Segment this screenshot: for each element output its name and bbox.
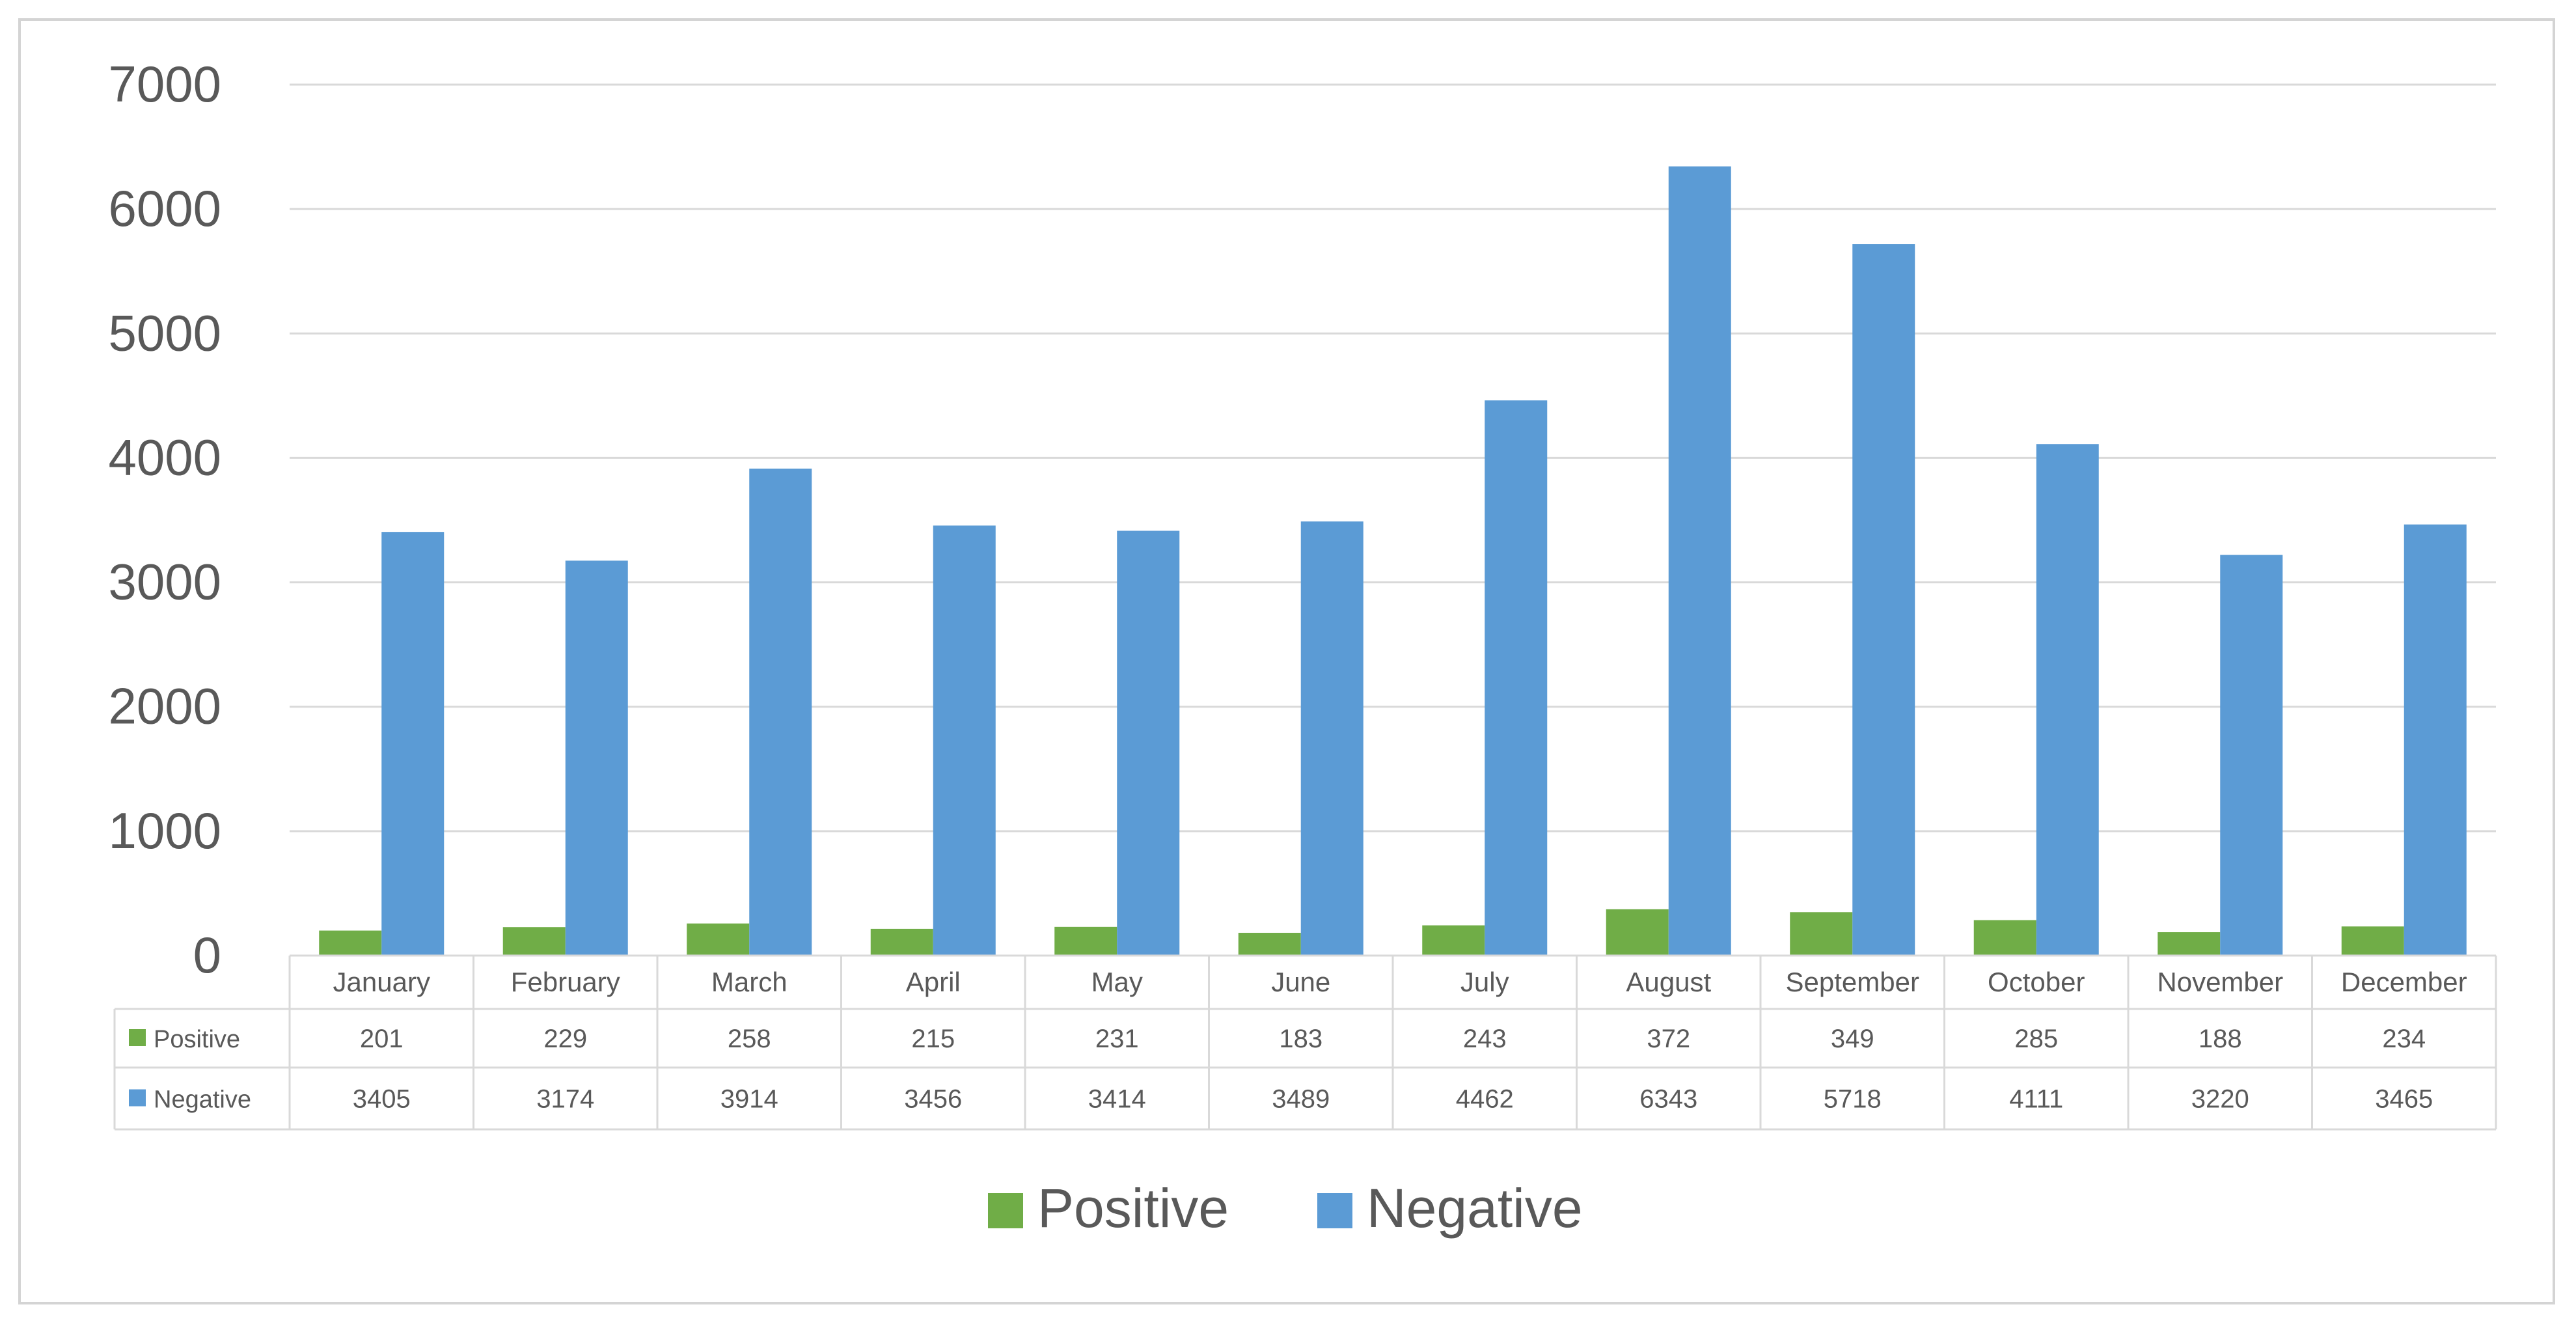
legend: Positive Negative: [988, 1178, 1583, 1239]
data-label: 3174: [536, 1085, 594, 1114]
data-label: 3414: [1088, 1085, 1146, 1114]
data-label: 349: [1831, 1025, 1874, 1053]
data-label: 229: [543, 1025, 587, 1053]
bar-negative-december: [2404, 524, 2467, 956]
y-tick-label: 7000: [108, 55, 221, 113]
x-tick-label: March: [711, 967, 788, 997]
data-label: 3914: [720, 1085, 778, 1114]
data-label: 3456: [904, 1085, 962, 1114]
y-tick-label: 3000: [108, 553, 221, 611]
data-label: 372: [1647, 1025, 1690, 1053]
x-tick-label: December: [2341, 967, 2467, 997]
data-label: 3220: [2191, 1085, 2249, 1114]
x-tick-label: August: [1626, 967, 1711, 997]
x-tick-label: January: [333, 967, 430, 997]
data-label: 243: [1463, 1025, 1507, 1053]
y-tick-label: 5000: [108, 304, 221, 361]
y-tick-label: 0: [193, 926, 221, 984]
bar-positive-december: [2341, 926, 2404, 956]
bar-negative-july: [1485, 400, 1548, 956]
data-label: 188: [2199, 1025, 2242, 1053]
bar-positive-september: [1790, 912, 1853, 956]
bar-negative-september: [1852, 244, 1915, 956]
x-tick-label: November: [2157, 967, 2283, 997]
bar-negative-march: [749, 468, 812, 956]
bar-negative-may: [1117, 531, 1180, 956]
x-tick-label: April: [906, 967, 961, 997]
data-label: 4462: [1456, 1085, 1514, 1114]
x-tick-label: October: [1988, 967, 2085, 997]
bar-negative-august: [1668, 166, 1731, 956]
bar-negative-january: [381, 532, 445, 956]
data-label: 231: [1095, 1025, 1139, 1053]
x-tick-label: June: [1271, 967, 1330, 997]
table-series-label: Positive: [154, 1026, 240, 1053]
y-tick-label: 2000: [108, 678, 221, 735]
legend-swatch-negative: [1317, 1193, 1352, 1228]
bar-negative-april: [933, 525, 996, 956]
x-tick-label: September: [1786, 967, 1919, 997]
table-legend-key-negative: [129, 1089, 146, 1107]
bar-positive-may: [1054, 926, 1117, 956]
gridlines: [290, 83, 2496, 833]
data-label: 234: [2382, 1025, 2426, 1053]
data-label: 258: [728, 1025, 771, 1053]
data-label: 6343: [1639, 1085, 1697, 1114]
data-label: 183: [1279, 1025, 1322, 1053]
data-label: 201: [360, 1025, 404, 1053]
table-legend-key-positive: [129, 1029, 146, 1046]
x-tick-label: February: [511, 967, 620, 997]
legend-swatch-positive: [988, 1193, 1023, 1228]
bar-negative-november: [2220, 555, 2283, 956]
data-table: January February March April May June July Augu…: [113, 954, 2497, 1131]
data-label: 3465: [2375, 1085, 2433, 1114]
y-tick-label: 6000: [108, 180, 221, 237]
bar-positive-march: [687, 923, 750, 956]
bar-positive-november: [2158, 932, 2221, 956]
data-label: 215: [911, 1025, 955, 1053]
x-tick-label: May: [1091, 967, 1143, 997]
legend-label-negative: Negative: [1367, 1178, 1583, 1239]
bar-positive-june: [1238, 933, 1301, 956]
y-tick-label: 1000: [108, 802, 221, 859]
table-series-label: Negative: [154, 1086, 251, 1114]
y-axis-tick-labels: 0 1000 2000 3000 4000 5000 6000 7000: [108, 55, 221, 984]
bar-positive-february: [502, 927, 566, 956]
y-tick-label: 4000: [108, 428, 221, 486]
data-label: 3489: [1272, 1085, 1330, 1114]
x-tick-label: July: [1460, 967, 1509, 997]
bar-negative-october: [2036, 444, 2099, 956]
data-label: 3405: [353, 1085, 411, 1114]
data-label: 5718: [1824, 1085, 1882, 1114]
bar-positive-august: [1606, 909, 1669, 956]
legend-label-positive: Positive: [1037, 1178, 1229, 1239]
data-label: 285: [2014, 1025, 2058, 1053]
bar-positive-october: [1973, 920, 2036, 956]
bars: [319, 166, 2467, 956]
data-label: 4111: [2009, 1085, 2063, 1114]
bar-negative-february: [565, 560, 628, 956]
bar-negative-june: [1300, 521, 1363, 956]
bar-positive-january: [319, 930, 382, 956]
bar-positive-july: [1422, 925, 1485, 956]
bar-positive-april: [870, 928, 933, 956]
